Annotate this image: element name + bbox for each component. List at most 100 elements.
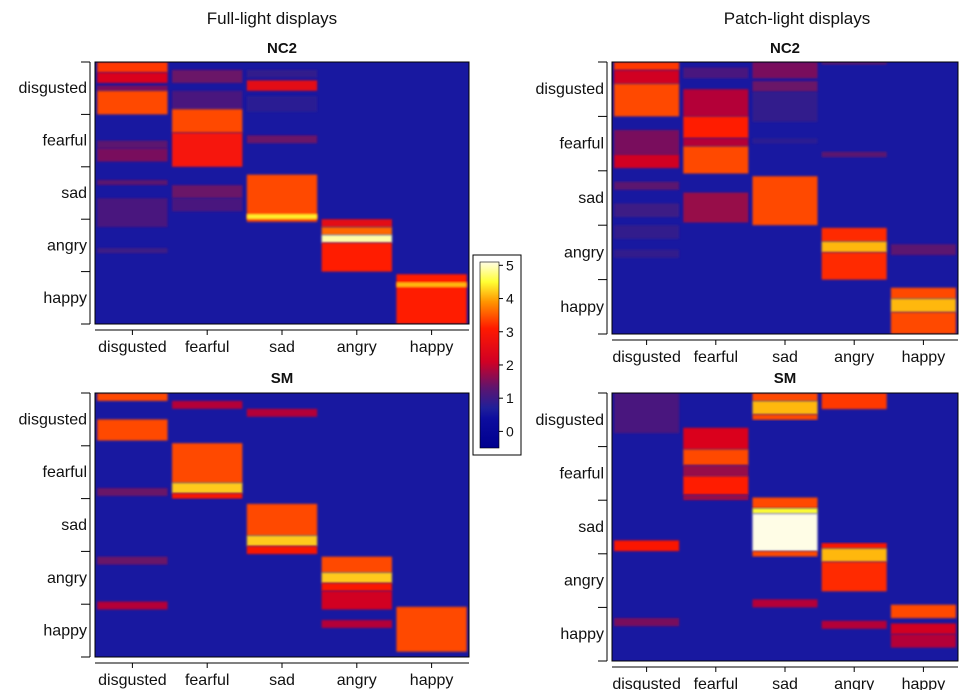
heatmap-cell (246, 503, 318, 536)
heatmap-cell (614, 540, 680, 552)
heatmap-cell (752, 393, 818, 402)
heatmap-cell (97, 393, 168, 401)
column-title-full-light: Full-light displays (207, 9, 337, 28)
heatmap-cell (172, 443, 243, 483)
heatmap-cells (614, 62, 956, 334)
y-tick-label: happy (43, 623, 87, 640)
heatmap-cells (614, 393, 956, 648)
heatmap-cell (614, 62, 680, 71)
x-tick-label: angry (834, 349, 874, 366)
colorbar-tick-label: 5 (506, 257, 514, 273)
heatmap-cell (752, 62, 818, 79)
x-tick-label: happy (410, 339, 454, 356)
colorbar-gradient (479, 261, 500, 449)
heatmap-cell (821, 151, 887, 158)
y-tick-label: happy (560, 626, 604, 643)
panel-frame (611, 61, 959, 335)
colorbar-ticks: 5 4 3 2 1 0 (499, 257, 514, 439)
heatmap-cell (752, 513, 818, 552)
heatmap-cell (752, 91, 818, 122)
heatmap-cell (752, 176, 818, 226)
colorbar-tick-label: 1 (506, 390, 514, 406)
heatmap-cell (821, 548, 887, 562)
y-tick-label: sad (61, 517, 87, 534)
x-tick-label: sad (269, 672, 295, 689)
heatmap-cell (752, 508, 818, 514)
heatmap-cell (752, 81, 818, 92)
y-tick-label: fearful (560, 136, 604, 153)
panel-frame (611, 392, 959, 662)
heatmap-cell (172, 400, 243, 409)
heatmap-cell (821, 62, 887, 65)
heatmap-cell (97, 90, 168, 115)
heatmap-cell (683, 89, 749, 117)
heatmap-cell (614, 70, 680, 84)
heatmap-cell (821, 227, 887, 242)
heatmap-cell (683, 494, 749, 501)
heatmap-cell (752, 551, 818, 557)
x-tick-label: disgusted (612, 676, 681, 690)
heatmap-cell (614, 618, 680, 627)
x-tick-label: fearful (185, 672, 229, 689)
heatmap-panel-2: NC2 disgusted fearful sad angry happy disguste… (536, 40, 959, 366)
heatmap-cell (821, 241, 887, 253)
heatmap-cell (97, 179, 168, 186)
heatmap-cell (97, 148, 168, 162)
heatmap-cell (396, 274, 467, 324)
x-tick-label: disgusted (98, 339, 167, 356)
y-tick-label: fearful (43, 133, 87, 150)
heatmap-cell (246, 80, 318, 91)
colorbar-tick-label: 0 (506, 423, 514, 439)
panel-title: SM (774, 370, 797, 387)
heatmap-cell (821, 620, 887, 629)
heatmap-cell (752, 497, 818, 509)
heatmap-cell (321, 556, 392, 573)
heatmap-cell (321, 620, 392, 628)
y-tick-label: angry (47, 570, 87, 587)
heatmap-cell (172, 69, 243, 83)
y-tick-label: sad (61, 185, 87, 202)
heatmap-cell (97, 140, 168, 149)
heatmap-cell (890, 604, 956, 619)
x-tick-label: angry (337, 672, 377, 689)
heatmap-cell (683, 465, 749, 477)
heatmap-panels: NC2 disgusted fearful sad angry happy disguste… (19, 40, 959, 690)
heatmap-cell (683, 146, 749, 174)
x-tick-label: angry (337, 339, 377, 356)
heatmap-cell (683, 116, 749, 139)
heatmap-cell (614, 203, 680, 218)
heatmap-cell (172, 198, 243, 212)
heatmap-cell (614, 154, 680, 169)
heatmap-cell (614, 83, 680, 117)
heatmap-cell (321, 219, 392, 228)
heatmap-cell (890, 287, 956, 299)
heatmap-cell (97, 62, 168, 73)
heatmap-cell (683, 449, 749, 466)
x-tick-label: fearful (694, 349, 738, 366)
panel-frame (94, 61, 470, 325)
heatmap-cell (321, 234, 392, 243)
heatmap-cell (396, 606, 467, 652)
heatmap-cell (97, 248, 168, 254)
heatmap-cell (614, 225, 680, 239)
heatmap-cell (821, 543, 887, 549)
x-tick-label: disgusted (612, 349, 681, 366)
heatmap-cell (172, 109, 243, 133)
colorbar-tick-label: 2 (506, 357, 514, 373)
colorbar-tick-label: 3 (506, 324, 514, 340)
x-tick-label: fearful (185, 339, 229, 356)
y-tick-label: angry (564, 573, 604, 590)
heatmap-cell (752, 599, 818, 608)
heatmap-panel-4: SM disgusted fearful sad angry happy disgusted… (536, 370, 959, 690)
y-tick-label: happy (560, 299, 604, 316)
x-tick-label: happy (902, 349, 946, 366)
heatmap-cell (172, 482, 243, 494)
heatmap-cell (97, 198, 168, 228)
heatmap-cell (396, 282, 467, 288)
colorbar: 5 4 3 2 1 0 (472, 254, 522, 456)
y-tick-label: sad (578, 190, 604, 207)
heatmap-cell (683, 476, 749, 495)
heatmap-cells (97, 393, 467, 652)
y-tick-label: angry (564, 244, 604, 261)
